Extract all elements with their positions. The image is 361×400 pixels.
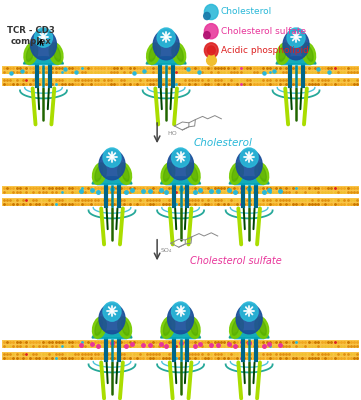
Ellipse shape bbox=[53, 46, 61, 61]
Polygon shape bbox=[146, 57, 186, 64]
Polygon shape bbox=[97, 331, 127, 339]
Polygon shape bbox=[229, 177, 269, 184]
Ellipse shape bbox=[24, 43, 38, 64]
Bar bbox=[2, 198, 359, 206]
Ellipse shape bbox=[259, 320, 266, 335]
Polygon shape bbox=[234, 177, 264, 185]
Text: SO₄: SO₄ bbox=[161, 248, 172, 253]
Ellipse shape bbox=[103, 302, 121, 321]
Ellipse shape bbox=[92, 317, 106, 338]
Ellipse shape bbox=[118, 317, 131, 338]
Polygon shape bbox=[234, 331, 264, 339]
Polygon shape bbox=[29, 57, 58, 65]
Text: Acidic phospholipid: Acidic phospholipid bbox=[221, 46, 309, 55]
Ellipse shape bbox=[190, 166, 198, 181]
Ellipse shape bbox=[161, 317, 175, 338]
Ellipse shape bbox=[186, 163, 200, 184]
Bar bbox=[2, 352, 359, 360]
Bar bbox=[2, 66, 359, 74]
Ellipse shape bbox=[168, 304, 193, 334]
Ellipse shape bbox=[118, 163, 131, 184]
Ellipse shape bbox=[230, 163, 243, 184]
Ellipse shape bbox=[171, 302, 190, 321]
Ellipse shape bbox=[164, 320, 171, 335]
Ellipse shape bbox=[176, 46, 183, 61]
Bar bbox=[2, 78, 359, 86]
Circle shape bbox=[204, 4, 218, 20]
Polygon shape bbox=[166, 177, 195, 185]
Ellipse shape bbox=[99, 150, 125, 180]
Ellipse shape bbox=[168, 150, 193, 180]
Text: Cholesterol sulfate: Cholesterol sulfate bbox=[221, 27, 306, 36]
Bar bbox=[2, 352, 359, 360]
Ellipse shape bbox=[157, 28, 175, 47]
Ellipse shape bbox=[95, 320, 103, 335]
Ellipse shape bbox=[232, 320, 240, 335]
Bar bbox=[2, 186, 359, 194]
Polygon shape bbox=[23, 57, 63, 64]
Polygon shape bbox=[161, 331, 200, 338]
Ellipse shape bbox=[171, 148, 190, 167]
Ellipse shape bbox=[161, 163, 175, 184]
Ellipse shape bbox=[95, 166, 103, 181]
Text: Cholesterol: Cholesterol bbox=[221, 8, 272, 16]
Ellipse shape bbox=[122, 166, 129, 181]
Ellipse shape bbox=[172, 43, 186, 64]
Ellipse shape bbox=[255, 163, 269, 184]
Bar bbox=[2, 186, 359, 194]
Bar bbox=[2, 78, 359, 86]
Ellipse shape bbox=[232, 166, 240, 181]
Circle shape bbox=[204, 12, 210, 20]
Ellipse shape bbox=[190, 320, 198, 335]
Ellipse shape bbox=[287, 28, 305, 47]
Polygon shape bbox=[92, 177, 132, 184]
Ellipse shape bbox=[103, 148, 121, 167]
Ellipse shape bbox=[30, 30, 56, 60]
Ellipse shape bbox=[153, 30, 179, 60]
Ellipse shape bbox=[236, 150, 262, 180]
Ellipse shape bbox=[186, 317, 200, 338]
Ellipse shape bbox=[92, 163, 106, 184]
Ellipse shape bbox=[236, 304, 262, 334]
Circle shape bbox=[204, 24, 218, 39]
Ellipse shape bbox=[122, 320, 129, 335]
Polygon shape bbox=[161, 177, 200, 184]
Ellipse shape bbox=[279, 46, 287, 61]
Polygon shape bbox=[97, 177, 127, 185]
Circle shape bbox=[204, 32, 210, 39]
Ellipse shape bbox=[283, 30, 309, 60]
Polygon shape bbox=[276, 57, 316, 64]
Ellipse shape bbox=[302, 43, 316, 64]
Ellipse shape bbox=[240, 302, 258, 321]
Bar bbox=[2, 66, 359, 74]
Ellipse shape bbox=[99, 304, 125, 334]
Polygon shape bbox=[151, 57, 181, 65]
Circle shape bbox=[204, 43, 218, 58]
Polygon shape bbox=[166, 331, 195, 339]
Text: TCR - CD3
complex: TCR - CD3 complex bbox=[7, 26, 55, 46]
Ellipse shape bbox=[306, 46, 313, 61]
Ellipse shape bbox=[240, 148, 258, 167]
Circle shape bbox=[207, 46, 215, 55]
Polygon shape bbox=[281, 57, 311, 65]
Ellipse shape bbox=[149, 46, 157, 61]
Bar bbox=[2, 340, 359, 348]
Text: Cholesterol sulfate: Cholesterol sulfate bbox=[190, 256, 281, 266]
Bar bbox=[2, 198, 359, 206]
Ellipse shape bbox=[34, 28, 52, 47]
Text: Cholesterol: Cholesterol bbox=[193, 138, 252, 148]
Ellipse shape bbox=[230, 317, 243, 338]
Ellipse shape bbox=[26, 46, 34, 61]
Polygon shape bbox=[229, 331, 269, 338]
Polygon shape bbox=[92, 331, 132, 338]
Ellipse shape bbox=[277, 43, 290, 64]
Bar bbox=[2, 340, 359, 348]
Ellipse shape bbox=[164, 166, 171, 181]
Ellipse shape bbox=[259, 166, 266, 181]
Ellipse shape bbox=[49, 43, 63, 64]
Ellipse shape bbox=[255, 317, 269, 338]
Ellipse shape bbox=[147, 43, 160, 64]
Text: HO: HO bbox=[167, 131, 177, 136]
